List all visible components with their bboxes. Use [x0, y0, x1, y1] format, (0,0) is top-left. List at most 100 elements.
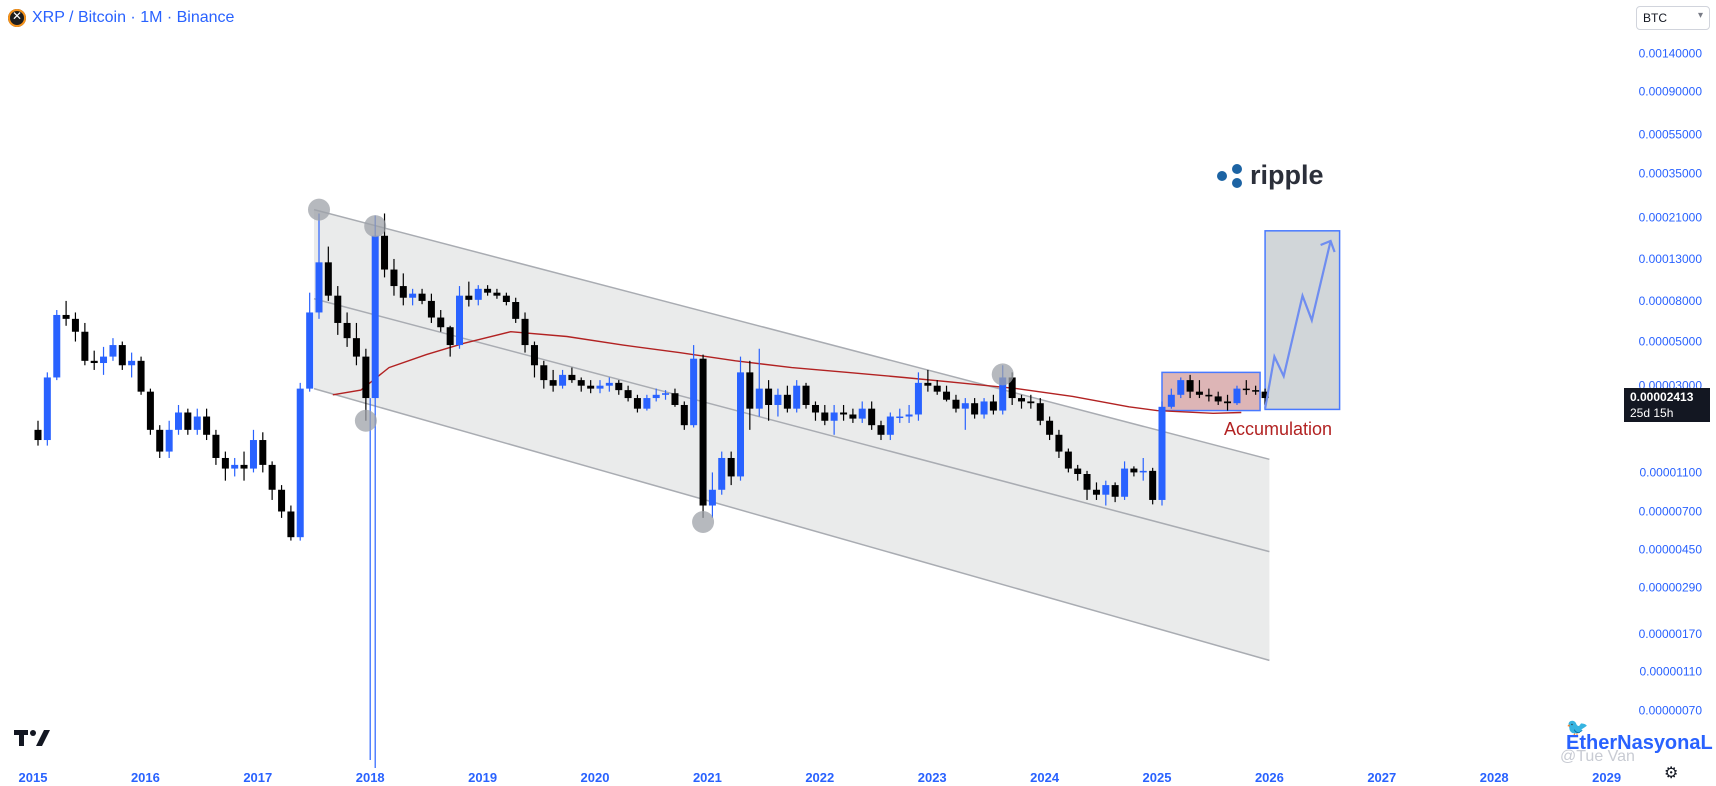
candle [71, 312, 79, 342]
candle-body [746, 372, 754, 409]
candle-body [437, 317, 445, 328]
candle-body [914, 382, 922, 415]
candle [793, 380, 801, 413]
time-tick-label: 2016 [131, 770, 160, 785]
candle-body [896, 416, 904, 419]
candle [765, 380, 773, 421]
touch-point-marker [364, 215, 387, 238]
candle-body [1055, 434, 1063, 452]
candle [118, 341, 126, 370]
candle [568, 367, 576, 383]
candle-body [118, 345, 126, 366]
candle-body [278, 489, 286, 512]
time-tick-label: 2015 [19, 770, 48, 785]
candle [718, 451, 726, 495]
candle-body [905, 414, 913, 417]
touch-point-marker [354, 409, 377, 432]
candle [1036, 398, 1044, 426]
candle [259, 432, 267, 473]
xrp-coin-icon [8, 9, 26, 27]
candle [943, 385, 951, 402]
candle-body [1139, 470, 1147, 473]
candle [268, 461, 276, 500]
price-tick-label: 0.00005000 [1639, 335, 1703, 349]
candle-body [156, 429, 164, 452]
candle-body [577, 380, 585, 386]
candle [680, 401, 688, 430]
candle [1102, 480, 1110, 506]
candle-body [128, 360, 136, 366]
candle [390, 258, 398, 296]
candle [708, 472, 716, 518]
candle [100, 346, 108, 375]
currency-select[interactable]: BTC ▾ [1636, 6, 1710, 30]
candle-body [1092, 489, 1100, 495]
candle [1233, 385, 1241, 405]
candle-body [737, 372, 744, 477]
candle [465, 281, 473, 307]
candle-body [484, 288, 492, 293]
candle [540, 360, 548, 389]
candle [1139, 457, 1147, 481]
time-tick-label: 2029 [1592, 770, 1621, 785]
candle-body [680, 404, 688, 426]
candle [521, 312, 529, 353]
projection-arrowhead [1320, 239, 1336, 253]
candle [137, 356, 145, 395]
moving-average-line [332, 330, 1242, 415]
candle [559, 369, 567, 389]
candle [1149, 467, 1157, 505]
settings-icon[interactable]: ⚙ [1664, 765, 1679, 782]
candle [727, 451, 735, 486]
candle-body [521, 318, 529, 346]
candle-body [821, 412, 829, 421]
price-tick-label: 0.00035000 [1639, 166, 1703, 180]
candle [933, 380, 941, 395]
candle [165, 420, 173, 458]
candle-body [1046, 420, 1054, 435]
candle-body [643, 398, 651, 409]
candle-body [671, 393, 679, 405]
candle [914, 372, 922, 421]
candle [896, 408, 904, 423]
candle-body [1083, 474, 1091, 490]
candle-body [371, 235, 379, 399]
candle-body [1177, 380, 1185, 395]
candle-body [1111, 485, 1119, 497]
candle-body [81, 331, 89, 361]
ripple-wordmark: ripple [1250, 160, 1324, 190]
candle-body [830, 412, 838, 421]
candle-body [1158, 406, 1166, 500]
chevron-down-icon: ▾ [1697, 10, 1703, 21]
candle-body [633, 398, 641, 409]
candle [737, 356, 744, 481]
target-box [1264, 230, 1341, 411]
touch-point-marker [308, 198, 330, 221]
candle-body [512, 302, 520, 319]
candle [437, 310, 445, 332]
twitter-bird-icon: 🐦 [1566, 718, 1589, 738]
candle [1121, 461, 1129, 500]
candle-body [1018, 398, 1025, 402]
tradingview-logo[interactable] [14, 728, 50, 754]
candle-body [886, 416, 894, 435]
candle-body [933, 385, 941, 392]
candle-body [137, 360, 145, 392]
candle-body [109, 345, 117, 357]
candle [315, 213, 323, 319]
candle-body [718, 457, 726, 490]
symbol-header[interactable]: XRP / Bitcoin · 1M · Binance [8, 9, 234, 27]
candle [90, 350, 98, 370]
candle-body [100, 356, 108, 364]
candle [474, 285, 482, 306]
candle-body [587, 385, 595, 389]
candle-body [1233, 388, 1241, 404]
candle [905, 404, 913, 423]
candle [371, 215, 379, 768]
candle [427, 293, 435, 323]
channel-lower-line [313, 387, 1270, 662]
candle [830, 404, 838, 435]
candle-body [624, 390, 632, 399]
symbol-title[interactable]: XRP / Bitcoin · 1M · Binance [32, 9, 235, 26]
